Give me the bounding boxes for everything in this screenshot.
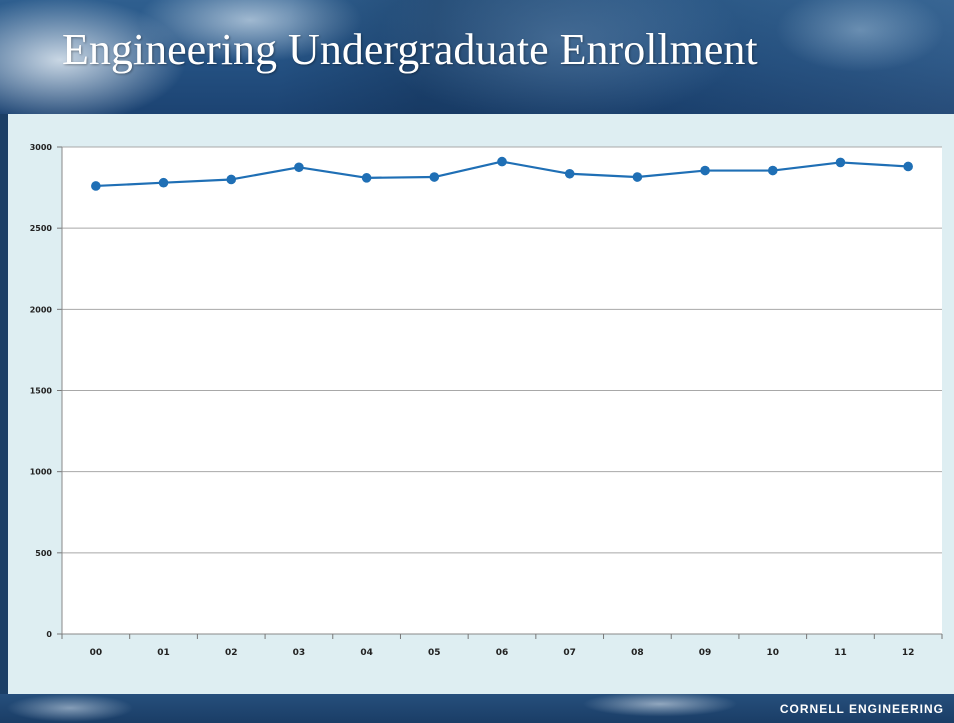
y-tick-label: 1500 xyxy=(30,387,53,396)
data-point xyxy=(91,181,101,191)
y-tick-label: 2000 xyxy=(30,305,53,314)
x-tick-label: 07 xyxy=(563,648,576,658)
y-tick-label: 2500 xyxy=(30,224,53,233)
x-tick-label: 03 xyxy=(293,648,306,658)
data-point xyxy=(429,172,440,182)
y-tick-label: 3000 xyxy=(30,143,53,152)
x-tick-label: 02 xyxy=(225,648,238,658)
slide-footer: CORNELL ENGINEERING xyxy=(0,694,954,723)
slide-title: Engineering Undergraduate Enrollment xyxy=(62,25,758,74)
slide-header: Engineering Undergraduate Enrollment xyxy=(0,0,954,114)
footer-brand-text: CORNELL ENGINEERING xyxy=(779,702,944,716)
data-point xyxy=(700,165,710,176)
data-point xyxy=(497,156,507,167)
x-tick-label: 10 xyxy=(767,648,780,658)
x-tick-label: 09 xyxy=(699,648,712,658)
y-tick-label: 500 xyxy=(35,549,52,558)
y-tick-label: 1000 xyxy=(30,468,53,477)
x-tick-label: 08 xyxy=(631,648,644,658)
header-background-photo xyxy=(0,0,954,114)
data-point xyxy=(632,172,643,182)
x-tick-label: 06 xyxy=(496,648,509,658)
data-point xyxy=(226,174,237,185)
data-point xyxy=(903,161,913,172)
x-tick-label: 12 xyxy=(902,648,915,658)
data-point xyxy=(564,168,575,179)
x-tick-label: 04 xyxy=(360,648,373,658)
data-point xyxy=(361,173,372,183)
data-point xyxy=(767,165,778,176)
data-point xyxy=(835,157,846,168)
x-tick-label: 00 xyxy=(90,648,103,658)
data-point xyxy=(158,177,169,188)
x-tick-label: 05 xyxy=(428,648,441,658)
y-tick-label: 0 xyxy=(46,630,52,639)
data-point xyxy=(294,162,304,173)
x-tick-label: 01 xyxy=(157,648,170,658)
x-tick-label: 11 xyxy=(834,648,847,658)
